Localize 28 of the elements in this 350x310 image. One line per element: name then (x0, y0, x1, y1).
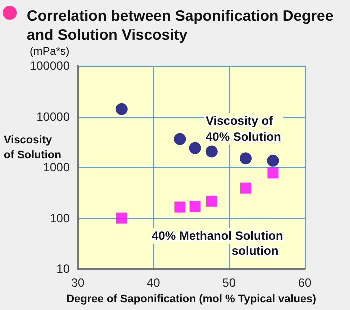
point (116, 212, 128, 224)
annotation: Viscosity of 40% Solution (206, 114, 282, 144)
text: (mPa*s) (30, 46, 70, 58)
x-tick-label: 60 (298, 276, 312, 290)
point (174, 202, 186, 213)
x-tick-label: 30 (71, 276, 85, 290)
point (189, 142, 202, 154)
y-tick-label: 10000 (36, 110, 70, 124)
annotation: 40% Methanol Solution (152, 229, 284, 243)
y-tick-label: 10 (56, 262, 70, 276)
point (240, 152, 252, 165)
point (174, 133, 186, 146)
point (268, 168, 279, 179)
point (206, 146, 218, 158)
point (240, 182, 252, 194)
annotation: solution (232, 244, 279, 258)
point (206, 196, 218, 207)
chart-title: Correlation between Saponification Degree and Solution Viscosity (27, 8, 334, 44)
x-tick-label: 50 (222, 276, 236, 290)
point (267, 154, 280, 167)
y-tick-label: 100000 (30, 59, 70, 73)
x-axis-title: Degree of Saponification (mol % Typical values) (66, 294, 317, 306)
point (190, 201, 201, 212)
y-tick-label: 100 (50, 211, 70, 226)
point (116, 103, 128, 116)
x-tick-label: 40 (146, 276, 161, 290)
y-tick-label: 1000 (43, 160, 70, 175)
y-axis-title: Viscosity of Solution (4, 134, 62, 162)
